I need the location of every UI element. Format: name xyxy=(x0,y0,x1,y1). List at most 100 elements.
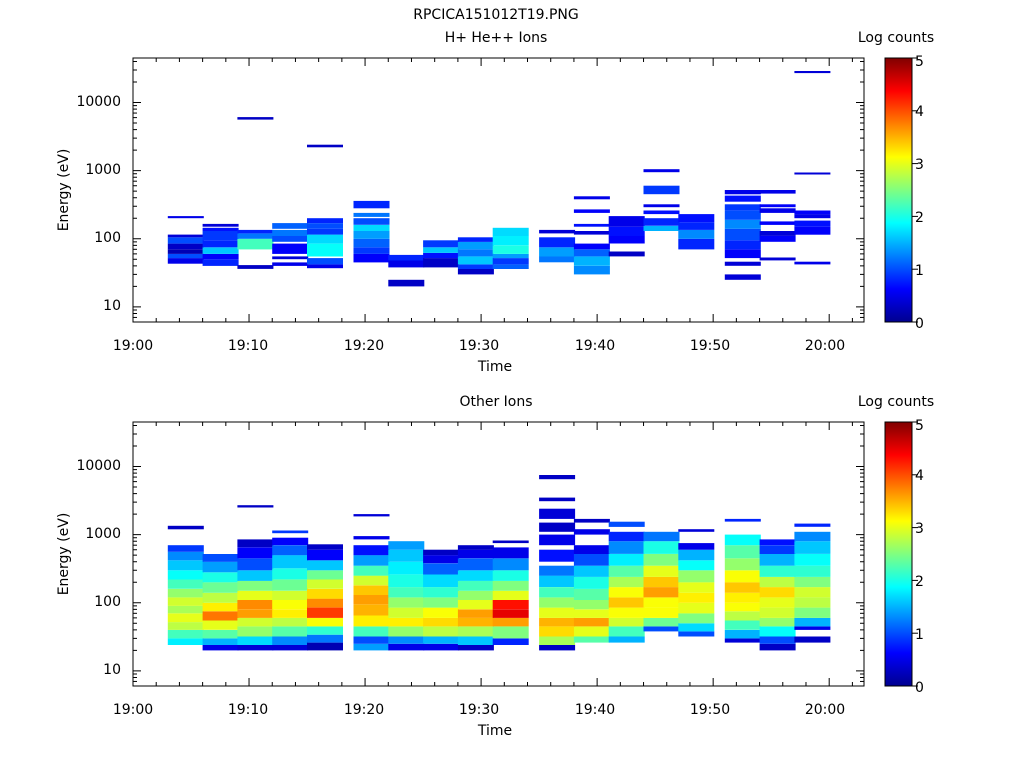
x-axis-label: Time xyxy=(477,723,512,739)
heatmap-cell xyxy=(388,260,425,268)
heatmap-cell xyxy=(423,587,460,598)
colorbar xyxy=(884,421,913,687)
x-tick-label: 19:30 xyxy=(459,338,499,354)
heatmap-cell xyxy=(643,607,680,618)
y-tick-label: 1000 xyxy=(85,162,121,178)
heatmap-cell xyxy=(608,587,645,598)
heatmap-cell xyxy=(678,623,715,632)
heatmap-cell xyxy=(353,626,390,637)
heatmap-cell xyxy=(307,549,343,561)
colorbar-tick-label: 3 xyxy=(915,157,924,173)
heatmap-cells xyxy=(167,475,831,651)
heatmap-cell xyxy=(539,247,576,257)
x-tick-label: 19:00 xyxy=(113,338,153,354)
heatmap-cell xyxy=(573,231,610,235)
panel-title: H+ He++ Ions xyxy=(445,30,548,46)
heatmap-cell xyxy=(724,190,761,195)
heatmap-cell xyxy=(237,580,274,591)
heatmap-cell xyxy=(539,497,576,502)
y-axis-label: Energy (eV) xyxy=(56,513,72,596)
heatmap-cell xyxy=(353,595,390,605)
heatmap-cell xyxy=(608,521,645,527)
heatmap-cell xyxy=(272,537,309,546)
heatmap-cell xyxy=(573,636,610,643)
heatmap-cell xyxy=(643,218,680,226)
heatmap-cell xyxy=(573,599,610,610)
heatmap-cell xyxy=(492,264,529,269)
heatmap-cell xyxy=(353,565,390,576)
heatmap-cell xyxy=(539,229,576,234)
heatmap-cell xyxy=(492,258,529,265)
x-tick-label: 19:10 xyxy=(228,702,268,718)
panel-other-ions: Other Ions Log counts Time Energy (eV) 1… xyxy=(56,394,934,739)
heatmap-cell xyxy=(539,617,576,627)
heatmap-cell xyxy=(759,545,796,554)
heatmap-cell xyxy=(573,249,610,257)
heatmap-cell xyxy=(678,549,715,561)
heatmap-cell xyxy=(724,534,761,546)
heatmap-cell xyxy=(237,558,274,571)
heatmap-cell xyxy=(237,265,274,269)
heatmap-cell xyxy=(539,522,576,532)
heatmap-cell xyxy=(202,247,239,254)
heatmap-cell xyxy=(388,549,425,562)
heatmap-cell xyxy=(388,597,425,608)
plot-axes xyxy=(132,422,864,687)
heatmap-cell xyxy=(202,592,239,603)
heatmap-cell xyxy=(423,549,460,556)
colorbar-tick-label: 0 xyxy=(915,680,924,696)
heatmap-cell xyxy=(724,210,761,220)
heatmap-cell xyxy=(573,518,610,523)
heatmap-cell xyxy=(794,220,831,227)
heatmap-cell xyxy=(423,252,460,259)
heatmap-cell xyxy=(794,607,831,618)
heatmap-cell xyxy=(272,626,309,637)
heatmap-cell xyxy=(202,554,239,562)
heatmap-cell xyxy=(794,214,831,219)
heatmap-cell xyxy=(608,216,645,227)
heatmap-cell xyxy=(608,626,645,637)
heatmap-cell xyxy=(457,590,494,600)
heatmap-cell xyxy=(423,607,460,618)
heatmap-cell xyxy=(492,626,529,639)
heatmap-cell xyxy=(167,605,204,614)
x-tick-label: 19:00 xyxy=(113,702,153,718)
heatmap-cell xyxy=(678,543,715,550)
heatmap-cell xyxy=(353,575,390,586)
heatmap-cell xyxy=(307,544,343,550)
heatmap-cell xyxy=(423,240,460,248)
heatmap-cell xyxy=(608,554,645,566)
heatmap-cell xyxy=(678,613,715,624)
heatmap-cell xyxy=(643,576,680,588)
heatmap-cell xyxy=(353,218,390,225)
heatmap-cell xyxy=(724,261,761,266)
heatmap-cell xyxy=(457,264,494,269)
heatmap-cell xyxy=(457,545,494,550)
heatmap-cell xyxy=(353,604,390,616)
heatmap-cell xyxy=(457,237,494,242)
heatmap-cell xyxy=(272,636,309,645)
heatmap-cell xyxy=(237,590,274,600)
heatmap-cell xyxy=(167,234,204,238)
heatmap-cell xyxy=(492,235,529,246)
heatmap-cell xyxy=(388,636,425,644)
heatmap-cell xyxy=(237,229,274,234)
heatmap-cell xyxy=(678,229,715,239)
heatmap-cell xyxy=(573,617,610,627)
heatmap-cell xyxy=(353,212,390,217)
heatmap-cell xyxy=(202,561,239,573)
colorbar-tick-label: 1 xyxy=(915,263,924,279)
heatmap-cell xyxy=(759,636,796,644)
heatmap-cell xyxy=(608,541,645,554)
heatmap-cell xyxy=(794,576,831,588)
heatmap-cell xyxy=(492,547,529,559)
heatmap-cell xyxy=(457,558,494,571)
heatmap-cell xyxy=(608,565,645,577)
heatmap-cell xyxy=(388,279,425,287)
heatmap-cell xyxy=(307,228,343,235)
heatmap-cell xyxy=(643,587,680,598)
heatmap-cell xyxy=(423,626,460,637)
heatmap-cell xyxy=(643,204,680,208)
colorbar-label: Log counts xyxy=(858,394,934,410)
heatmap-cell xyxy=(492,558,529,571)
